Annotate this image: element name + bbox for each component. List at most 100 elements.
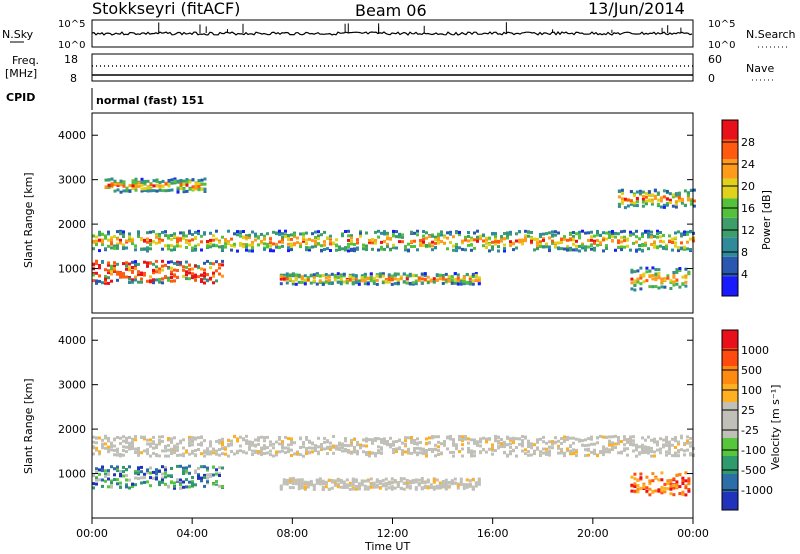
echo-cell bbox=[384, 477, 388, 481]
echo-cell bbox=[494, 242, 497, 246]
echo-cell bbox=[387, 482, 391, 486]
echo-cell bbox=[354, 484, 358, 488]
echo-cell bbox=[119, 474, 122, 478]
echo-cell bbox=[309, 479, 313, 483]
echo-cell bbox=[137, 466, 140, 470]
echo-cell bbox=[584, 245, 587, 249]
echo-cell bbox=[371, 439, 374, 443]
echo-cell bbox=[251, 240, 254, 244]
echo-cell bbox=[185, 273, 188, 277]
echo-cell bbox=[128, 277, 131, 281]
echo-cell bbox=[407, 242, 410, 246]
echo-cell bbox=[315, 282, 319, 286]
echo-cell bbox=[101, 243, 104, 247]
echo-cell bbox=[452, 235, 455, 239]
echo-cell bbox=[282, 478, 286, 482]
echo-cell bbox=[152, 435, 155, 439]
echo-cell bbox=[293, 231, 296, 235]
echo-cell bbox=[641, 448, 644, 452]
echo-cell bbox=[95, 436, 98, 440]
echo-cell bbox=[581, 229, 584, 233]
echo-cell bbox=[617, 441, 620, 445]
echo-cell bbox=[296, 241, 299, 245]
echo-cell bbox=[444, 478, 448, 482]
echo-cell bbox=[209, 450, 212, 454]
echo-cell bbox=[462, 484, 466, 488]
echo-cell bbox=[620, 197, 624, 201]
echo-cell bbox=[170, 279, 173, 283]
echo-cell bbox=[363, 275, 367, 279]
echo-cell bbox=[462, 275, 466, 279]
colorbar-swatch bbox=[722, 438, 738, 456]
echo-cell bbox=[131, 186, 135, 190]
echo-cell bbox=[689, 237, 692, 241]
echo-cell bbox=[590, 243, 593, 247]
echo-cell bbox=[173, 279, 176, 283]
echo-cell bbox=[425, 236, 428, 240]
echo-cell bbox=[593, 442, 596, 446]
echo-cell bbox=[188, 242, 191, 246]
echo-cell bbox=[173, 245, 176, 249]
echo-cell bbox=[203, 231, 206, 235]
echo-cell bbox=[654, 489, 658, 493]
echo-cell bbox=[297, 274, 301, 278]
echo-cell bbox=[161, 179, 165, 183]
echo-cell bbox=[125, 436, 128, 440]
echo-cell bbox=[494, 449, 497, 452]
echo-cell bbox=[617, 241, 620, 245]
echo-cell bbox=[203, 177, 207, 181]
echo-cell bbox=[414, 487, 418, 491]
echo-cell bbox=[342, 484, 346, 488]
echo-cell bbox=[345, 485, 349, 489]
echo-cell bbox=[134, 275, 137, 279]
echo-cell bbox=[116, 465, 119, 469]
echo-cell bbox=[269, 237, 272, 241]
echo-cell bbox=[176, 260, 179, 264]
echo-cell bbox=[122, 183, 126, 187]
echo-cell bbox=[113, 467, 116, 471]
echo-cell bbox=[665, 245, 668, 249]
echo-cell bbox=[146, 179, 150, 183]
echo-cell bbox=[419, 447, 422, 451]
echo-cell bbox=[353, 249, 356, 253]
echo-cell bbox=[530, 446, 533, 450]
echo-cell bbox=[297, 478, 301, 482]
echo-cell bbox=[200, 182, 204, 186]
echo-cell bbox=[116, 467, 119, 471]
echo-cell bbox=[128, 276, 131, 279]
echo-cell bbox=[143, 437, 146, 441]
echo-cell bbox=[173, 486, 176, 490]
echo-cell bbox=[665, 203, 669, 207]
echo-cell bbox=[644, 438, 647, 442]
echo-cell bbox=[390, 282, 394, 286]
echo-cell bbox=[437, 452, 440, 456]
echo-cell bbox=[107, 281, 110, 285]
echo-cell bbox=[636, 277, 640, 281]
echo-cell bbox=[101, 446, 104, 450]
echo-cell bbox=[254, 444, 257, 447]
echo-cell bbox=[155, 468, 158, 472]
echo-cell bbox=[260, 446, 263, 450]
echo-cell bbox=[563, 451, 566, 455]
echo-cell bbox=[434, 241, 437, 245]
echo-cell bbox=[167, 448, 170, 452]
echo-cell bbox=[101, 469, 104, 473]
echo-cell bbox=[305, 242, 308, 246]
echo-cell bbox=[368, 451, 371, 455]
echo-cell bbox=[119, 229, 122, 233]
echo-cell bbox=[374, 437, 377, 440]
echo-cell bbox=[608, 230, 611, 234]
echo-cell bbox=[578, 439, 581, 443]
echo-cell bbox=[396, 481, 400, 484]
echo-cell bbox=[371, 441, 374, 445]
echo-cell bbox=[390, 477, 394, 481]
echo-cell bbox=[287, 443, 290, 447]
echo-cell bbox=[161, 439, 164, 443]
echo-cell bbox=[251, 243, 254, 247]
echo-cell bbox=[303, 282, 307, 286]
echo-cell bbox=[569, 246, 572, 250]
echo-cell bbox=[282, 480, 286, 484]
echo-cell bbox=[122, 449, 125, 452]
echo-cell bbox=[176, 445, 179, 449]
echo-cell bbox=[306, 480, 310, 484]
